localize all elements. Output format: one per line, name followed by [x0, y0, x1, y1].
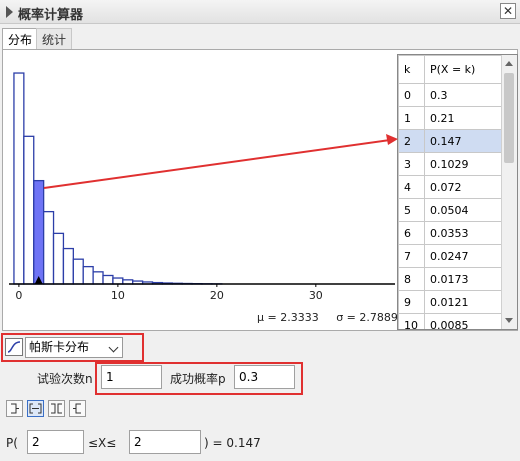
params-highlight-box	[95, 362, 303, 395]
table-row[interactable]: 5 0.0504	[398, 198, 502, 222]
bar	[112, 277, 124, 285]
bar	[92, 271, 104, 285]
bar-highlighted	[33, 179, 45, 285]
upper-bound-input[interactable]: 2	[129, 430, 201, 454]
stats-readout: μ = 2.3333 σ = 2.7889	[257, 311, 412, 324]
probability-chart: 0 10 20 30	[9, 72, 395, 302]
close-icon[interactable]: ✕	[500, 3, 516, 19]
collapse-arrow-icon[interactable]	[6, 6, 13, 18]
bar	[42, 210, 55, 285]
table-row[interactable]: 9 0.0121	[398, 290, 502, 314]
row-p: 0.1029	[424, 152, 502, 176]
table-scrollbar[interactable]	[501, 55, 517, 329]
mean-value: μ = 2.3333	[257, 311, 319, 324]
table-row[interactable]: 7 0.0247	[398, 244, 502, 268]
selected-k-marker-icon[interactable]	[34, 276, 43, 284]
row-k: 8	[398, 267, 425, 291]
two-tailed-icon[interactable]	[48, 400, 65, 417]
distribution-dropdown[interactable]: 帕斯卡分布	[25, 337, 123, 358]
bar	[72, 258, 84, 285]
distribution-curve-icon[interactable]	[5, 338, 23, 356]
row-k: 4	[398, 175, 425, 199]
row-p: 0.0121	[424, 290, 502, 314]
prob-result: ) = 0.147	[204, 436, 261, 450]
row-p: 0.21	[424, 106, 502, 130]
row-k: 5	[398, 198, 425, 222]
table-row[interactable]: 3 0.1029	[398, 152, 502, 176]
x-tick-label: 20	[210, 289, 224, 302]
row-p: 0.0173	[424, 267, 502, 291]
row-k: 0	[398, 83, 425, 107]
window-titlebar: 概率计算器 ✕	[0, 0, 520, 24]
distribution-selected: 帕斯卡分布	[29, 340, 90, 354]
table-row[interactable]: 8 0.0173	[398, 267, 502, 291]
scroll-down-icon[interactable]	[505, 318, 513, 323]
table-row[interactable]: 1 0.21	[398, 106, 502, 130]
row-p: 0.0353	[424, 221, 502, 245]
row-k: 3	[398, 152, 425, 176]
row-k: 9	[398, 290, 425, 314]
bar	[13, 72, 25, 285]
header-p: P(X = k)	[424, 55, 502, 84]
right-sided-icon[interactable]	[69, 400, 86, 417]
row-p: 0.0504	[424, 198, 502, 222]
row-p: 0.0085	[424, 313, 502, 329]
row-k: 2	[398, 129, 425, 153]
row-k: 6	[398, 221, 425, 245]
header-k: k	[398, 55, 425, 84]
table-row[interactable]: 0 0.3	[398, 83, 502, 107]
trials-label: 试验次数n	[37, 372, 93, 386]
row-p: 0.147	[424, 129, 502, 153]
lower-bound-input[interactable]: 2	[27, 430, 84, 454]
bar	[23, 135, 35, 285]
row-k: 10	[398, 313, 425, 329]
x-tick-label: 30	[309, 289, 323, 302]
bar	[52, 232, 65, 285]
success-prob-label: 成功概率p	[170, 372, 226, 386]
table-row[interactable]: 4 0.072	[398, 175, 502, 199]
bar	[102, 274, 114, 285]
bar	[82, 265, 94, 285]
scroll-thumb[interactable]	[504, 73, 514, 163]
row-p: 0.072	[424, 175, 502, 199]
table-row[interactable]: 2 0.147	[398, 129, 502, 153]
table-row[interactable]: 6 0.0353	[398, 221, 502, 245]
bar	[62, 247, 74, 285]
scroll-up-icon[interactable]	[505, 61, 513, 66]
tab-distribution[interactable]: 分布	[2, 28, 39, 50]
x-tick-label: 0	[15, 289, 22, 302]
table-row[interactable]: 10 0.0085	[398, 313, 502, 329]
inequality-label: ≤X≤	[88, 436, 117, 450]
trials-input[interactable]: 1	[101, 365, 162, 389]
probability-table: k P(X = k) 0 0.3 1 0.21 2 0.147 3 0.1029 4 0.072 5…	[397, 54, 518, 330]
dropdown-highlight-box	[1, 333, 144, 362]
sd-value: σ = 2.7889	[336, 311, 398, 324]
prob-prefix: P(	[6, 436, 18, 450]
window-title: 概率计算器	[18, 8, 84, 23]
left-sided-icon[interactable]	[6, 400, 23, 417]
row-p: 0.3	[424, 83, 502, 107]
row-k: 1	[398, 106, 425, 130]
tab-bar: 分布 统计	[0, 26, 520, 50]
x-tick-label: 10	[111, 289, 125, 302]
interval-icon[interactable]	[27, 400, 44, 417]
success-prob-input[interactable]: 0.3	[234, 365, 295, 389]
row-k: 7	[398, 244, 425, 268]
row-p: 0.0247	[424, 244, 502, 268]
tab-statistics[interactable]: 统计	[36, 28, 73, 50]
table-header-row: k P(X = k)	[398, 55, 502, 84]
